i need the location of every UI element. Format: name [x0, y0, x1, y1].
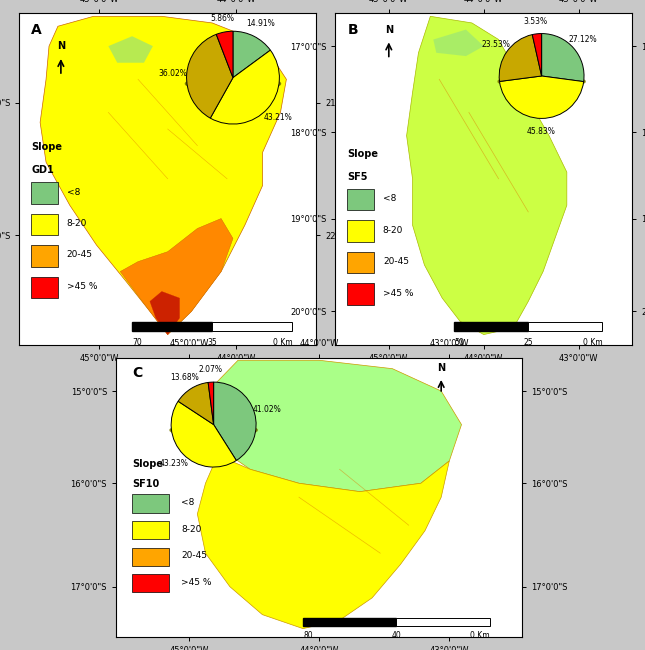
Polygon shape [40, 16, 286, 335]
Polygon shape [433, 30, 484, 56]
Text: <8: <8 [383, 194, 396, 203]
Text: 35: 35 [207, 338, 217, 347]
Text: 8-20: 8-20 [181, 525, 201, 534]
Polygon shape [206, 360, 462, 491]
Text: SF5: SF5 [347, 172, 368, 182]
Bar [212, 322, 292, 332]
Polygon shape [150, 291, 179, 335]
Text: >45 %: >45 % [67, 282, 97, 291]
Polygon shape [108, 36, 153, 63]
Text: 70: 70 [132, 338, 142, 347]
Bar [31, 276, 58, 298]
Text: 8-20: 8-20 [67, 219, 87, 228]
Text: 80: 80 [303, 631, 313, 640]
Text: 0 Km: 0 Km [273, 338, 292, 347]
Text: 40: 40 [392, 631, 401, 640]
Text: 20-45: 20-45 [67, 250, 93, 259]
Text: 8-20: 8-20 [383, 226, 403, 235]
Text: Slope: Slope [132, 460, 163, 469]
Text: >45 %: >45 % [383, 289, 413, 298]
Polygon shape [197, 455, 450, 629]
Bar [397, 618, 490, 626]
Bar [31, 245, 58, 266]
Text: B: B [347, 23, 358, 37]
Bar [31, 182, 58, 203]
Text: N: N [437, 363, 445, 373]
Text: N: N [57, 41, 65, 51]
Text: >45 %: >45 % [181, 578, 212, 587]
Text: <8: <8 [67, 187, 80, 196]
Bar [528, 322, 602, 332]
Text: 0 Km: 0 Km [583, 338, 602, 347]
Bar [132, 322, 212, 332]
Polygon shape [406, 16, 567, 335]
Polygon shape [120, 218, 233, 335]
Bar [347, 252, 374, 273]
Text: 20-45: 20-45 [383, 257, 409, 266]
Text: N: N [385, 25, 393, 34]
Text: Slope: Slope [347, 149, 378, 159]
Text: GD1: GD1 [31, 166, 54, 176]
Bar [132, 547, 169, 566]
Bar [347, 220, 374, 242]
Text: C: C [132, 366, 143, 380]
Text: <8: <8 [181, 499, 195, 508]
Bar [132, 521, 169, 540]
Bar [132, 574, 169, 592]
Text: 0 Km: 0 Km [470, 631, 490, 640]
Text: 50: 50 [454, 338, 464, 347]
Bar [454, 322, 528, 332]
Bar [31, 214, 58, 235]
Bar [347, 188, 374, 210]
Text: Slope: Slope [31, 142, 62, 152]
Bar [347, 283, 374, 305]
Bar [303, 618, 397, 626]
Text: SF10: SF10 [132, 479, 159, 489]
Text: 20-45: 20-45 [181, 551, 207, 560]
Bar [132, 495, 169, 513]
Text: A: A [31, 23, 42, 37]
Text: 25: 25 [524, 338, 533, 347]
